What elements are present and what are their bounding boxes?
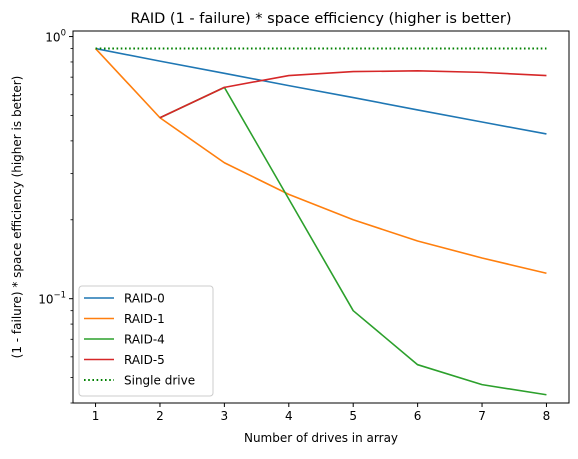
plot-frame bbox=[72, 30, 570, 404]
legend-label-single-drive: Single drive bbox=[124, 374, 195, 388]
x-tick-label: 4 bbox=[285, 409, 293, 423]
x-tick-label: 7 bbox=[478, 409, 486, 423]
series-line-raid-5 bbox=[159, 70, 547, 119]
legend-label-raid-0: RAID-0 bbox=[124, 292, 165, 306]
x-tick-label: 6 bbox=[414, 409, 422, 423]
legend-label-raid-5: RAID-5 bbox=[124, 353, 165, 367]
legend-items: RAID-0 RAID-1 RAID-4 RAID-5 Single drive bbox=[84, 292, 195, 388]
legend-label-raid-4: RAID-4 bbox=[124, 333, 165, 347]
x-tick-label: 3 bbox=[221, 409, 229, 423]
x-tick-label: 8 bbox=[543, 409, 551, 423]
y-axis-label: (1 - failure) * space efficiency (higher… bbox=[10, 76, 24, 359]
legend-label-raid-1: RAID-1 bbox=[124, 312, 165, 326]
y-tick-label: 10−1 bbox=[38, 291, 66, 307]
x-tick-label: 2 bbox=[156, 409, 164, 423]
x-axis-label: Number of drives in array bbox=[244, 431, 398, 445]
tick-layer: 1 2 3 4 5 6 7 8 10−1 100 bbox=[38, 29, 550, 423]
series-line-raid-0 bbox=[95, 47, 547, 135]
chart-title: RAID (1 - failure) * space efficiency (h… bbox=[130, 11, 511, 27]
series-layer bbox=[94, 47, 547, 396]
x-tick-label: 1 bbox=[92, 409, 100, 423]
y-tick-label: 100 bbox=[45, 29, 66, 45]
x-tick-label: 5 bbox=[349, 409, 357, 423]
legend-box bbox=[78, 285, 214, 397]
series-line-raid-1 bbox=[94, 48, 547, 275]
legend: RAID-0 RAID-1 RAID-4 RAID-5 Single drive bbox=[78, 285, 214, 397]
